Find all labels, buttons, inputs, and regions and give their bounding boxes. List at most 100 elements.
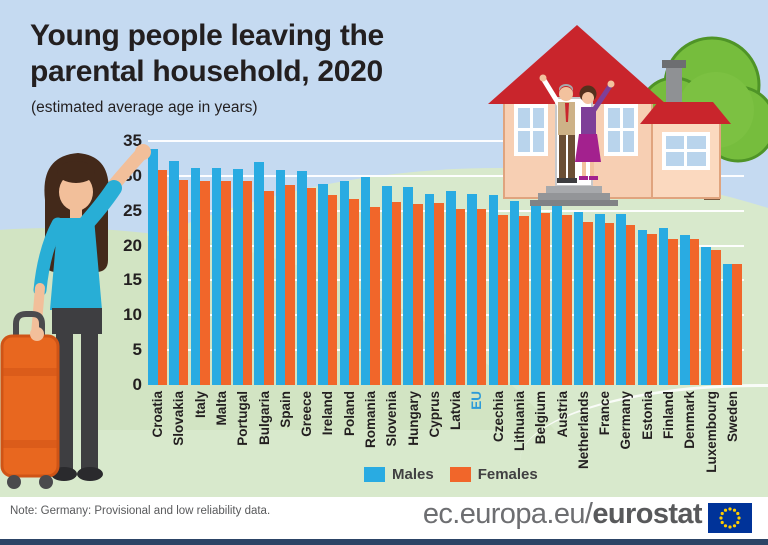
bar-females-Spain bbox=[285, 184, 295, 385]
bar-males-Slovakia bbox=[169, 161, 179, 385]
bar-females-Sweden bbox=[732, 263, 742, 385]
bar-females-Poland bbox=[349, 198, 359, 385]
window-icon bbox=[604, 104, 638, 156]
x-axis-label: Sweden bbox=[724, 391, 740, 443]
x-axis-label: Romania bbox=[362, 391, 378, 449]
y-tick-label: 20 bbox=[123, 235, 142, 255]
bar-females-Ireland bbox=[327, 194, 338, 385]
chart-legend: Males Females bbox=[364, 466, 554, 483]
bar-males-Estonia bbox=[637, 230, 648, 385]
footnote: Note: Germany: Provisional and low relia… bbox=[10, 505, 271, 517]
bar-males-Netherlands bbox=[573, 212, 584, 385]
females-color-swatch bbox=[449, 467, 471, 482]
bar-females-Slovakia bbox=[178, 180, 189, 385]
bar-males-Lithuania bbox=[509, 200, 520, 385]
bar-females-Cyprus bbox=[434, 203, 444, 385]
x-axis-label: Belgium bbox=[533, 391, 549, 445]
eurostat-url-prefix: ec.europa.eu/ bbox=[422, 498, 593, 530]
bar-males-Portugal bbox=[233, 168, 243, 385]
bar-males-France bbox=[595, 213, 605, 385]
bar-females-Austria bbox=[562, 214, 572, 385]
y-tick-label: 5 bbox=[132, 340, 142, 360]
legend-item-females: Females bbox=[449, 466, 538, 483]
x-axis-label: Estonia bbox=[639, 391, 655, 440]
y-tick-label: 15 bbox=[123, 270, 142, 290]
bar-females-Slovenia bbox=[391, 201, 402, 385]
bar-males-Malta bbox=[211, 168, 222, 385]
x-axis-label: Cyprus bbox=[426, 391, 442, 438]
x-axis-label: Slovenia bbox=[384, 391, 400, 447]
males-color-swatch bbox=[364, 467, 385, 482]
eu-flag-icon bbox=[708, 503, 752, 533]
bar-females-Netherlands bbox=[583, 221, 593, 385]
bar-females-Lithuania bbox=[519, 215, 530, 385]
x-axis-label: Poland bbox=[341, 391, 357, 437]
legend-label-females: Females bbox=[477, 466, 538, 483]
bar-females-Portugal bbox=[242, 181, 253, 385]
plot-area bbox=[148, 140, 744, 385]
bar-females-Germany bbox=[625, 224, 636, 385]
x-axis-label: Ireland bbox=[320, 391, 336, 436]
bar-females-Denmark bbox=[689, 239, 700, 385]
x-axis-label: Finland bbox=[660, 391, 676, 439]
x-axis-label: Spain bbox=[277, 391, 293, 428]
x-axis-label: Greece bbox=[299, 391, 315, 437]
bottom-border-bar bbox=[0, 539, 768, 545]
x-axis-label: Portugal bbox=[235, 391, 251, 446]
bar-females-Luxembourg bbox=[711, 249, 721, 385]
y-axis: 0 5 10 15 20 25 30 35 bbox=[88, 132, 142, 394]
bar-females-Bulgaria bbox=[264, 191, 274, 385]
bar-females-Greece bbox=[306, 187, 317, 385]
x-axis-label: Hungary bbox=[405, 391, 421, 446]
bar-males-Germany bbox=[616, 214, 626, 385]
house-with-waving-parents-illustration bbox=[488, 25, 768, 206]
title-line-1: Young people leaving the bbox=[30, 19, 384, 52]
bar-males-Greece bbox=[297, 170, 307, 385]
bar-females-Croatia bbox=[157, 169, 168, 385]
y-tick-label: 35 bbox=[123, 131, 142, 150]
x-axis-label: Italy bbox=[192, 391, 208, 419]
bar-males-Croatia bbox=[148, 149, 158, 385]
bar-females-Romania bbox=[370, 207, 381, 385]
legend-item-males: Males bbox=[364, 466, 434, 483]
bar-females-France bbox=[604, 222, 615, 385]
bar-males-Czechia bbox=[488, 195, 499, 385]
bar-males-Sweden bbox=[722, 264, 733, 385]
bar-females-Hungary bbox=[413, 203, 423, 385]
grid-line bbox=[148, 140, 744, 142]
x-axis-label: Germany bbox=[618, 391, 634, 450]
x-axis-label: France bbox=[597, 391, 613, 436]
y-tick-label: 0 bbox=[132, 375, 142, 394]
bar-females-Finland bbox=[668, 239, 679, 385]
bar-males-Luxembourg bbox=[701, 246, 712, 385]
bar-males-Denmark bbox=[680, 235, 690, 385]
bar-females-Malta bbox=[221, 180, 232, 385]
x-axis-label: Bulgaria bbox=[256, 391, 272, 446]
bar-males-Cyprus bbox=[424, 193, 435, 385]
y-tick-label: 10 bbox=[123, 305, 142, 325]
x-axis-label: Denmark bbox=[682, 391, 698, 449]
eurostat-url-bold: eurostat bbox=[592, 498, 702, 530]
x-axis-label: Austria bbox=[554, 391, 570, 438]
bar-females-Czechia bbox=[498, 214, 508, 385]
footer: Note: Germany: Provisional and low relia… bbox=[0, 497, 768, 545]
x-axis-label: Slovakia bbox=[171, 391, 187, 446]
suitcase-icon bbox=[0, 311, 60, 489]
bar-males-Bulgaria bbox=[254, 161, 265, 385]
x-axis-label: Latvia bbox=[448, 391, 464, 431]
bar-males-EU bbox=[467, 193, 477, 385]
bar-males-Slovenia bbox=[382, 186, 392, 385]
bar-males-Romania bbox=[360, 177, 371, 385]
bar-females-Estonia bbox=[647, 233, 657, 385]
bar-females-EU bbox=[476, 209, 487, 385]
young-woman-with-suitcase-illustration bbox=[0, 144, 151, 489]
eurostat-wordmark: ec.europa.eu/eurostat bbox=[422, 498, 703, 531]
bar-males-Poland bbox=[339, 181, 350, 385]
bar-males-Austria bbox=[552, 203, 563, 385]
x-axis-label: EU bbox=[469, 391, 485, 410]
bar-males-Ireland bbox=[318, 183, 328, 385]
grid-line bbox=[148, 174, 744, 177]
bar-males-Hungary bbox=[403, 187, 414, 385]
woman-figure bbox=[31, 144, 151, 481]
